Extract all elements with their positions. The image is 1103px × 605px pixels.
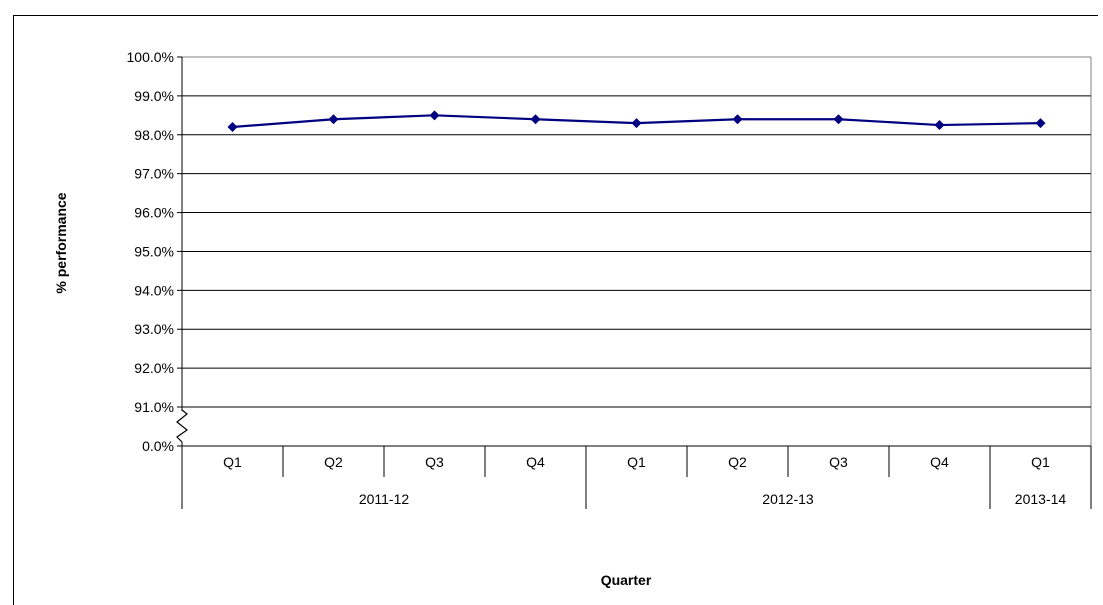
y-tick-label: 99.0% <box>134 88 174 104</box>
x-tick-label: Q3 <box>829 454 848 470</box>
axes <box>174 56 1092 509</box>
y-tick-label: 100.0% <box>127 49 174 65</box>
data-point-marker <box>429 110 440 121</box>
x-tick-label: Q4 <box>930 454 949 470</box>
chart-frame <box>13 15 1098 605</box>
data-point-marker <box>732 114 743 125</box>
x-tick-label: Q2 <box>728 454 747 470</box>
y-tick-label: 92.0% <box>134 360 174 376</box>
gridlines <box>182 56 1092 446</box>
x-tick-labels: Q1 Q2 Q3 Q4 Q1 Q2 Q3 Q4 Q1 2011-12 2012-13 2013-14 <box>223 454 1066 507</box>
y-axis-title: % performance <box>53 192 69 293</box>
y-tick-label: 91.0% <box>134 399 174 415</box>
y-tick-label: 0.0% <box>142 438 174 454</box>
x-group-label: 2013-14 <box>1015 491 1067 507</box>
axis-break-symbol <box>176 409 189 443</box>
y-tick-label: 95.0% <box>134 243 174 259</box>
x-tick-label: Q1 <box>223 454 242 470</box>
data-point-marker <box>631 118 642 129</box>
y-tick-label: 93.0% <box>134 321 174 337</box>
data-point-marker <box>934 120 945 131</box>
x-group-label: 2012-13 <box>762 491 814 507</box>
y-tick-label: 98.0% <box>134 127 174 143</box>
x-tick-label: Q1 <box>627 454 646 470</box>
data-point-marker <box>328 114 339 125</box>
x-tick-label: Q1 <box>1031 454 1050 470</box>
y-tick-label: 94.0% <box>134 282 174 298</box>
x-axis-title: Quarter <box>601 572 652 588</box>
x-tick-label: Q2 <box>324 454 343 470</box>
y-tick-labels: 100.0% 99.0% 98.0% 97.0% 96.0% 95.0% 94.0% 93.0… <box>127 49 174 454</box>
x-group-label: 2011-12 <box>359 491 410 507</box>
y-tick-label: 97.0% <box>134 166 174 182</box>
data-point-marker <box>227 122 238 132</box>
data-point-marker <box>1035 118 1046 129</box>
data-point-marker <box>530 114 541 125</box>
x-tick-label: Q3 <box>425 454 444 470</box>
x-tick-label: Q4 <box>526 454 545 470</box>
data-series <box>227 110 1046 132</box>
y-tick-label: 96.0% <box>134 205 174 221</box>
data-point-marker <box>833 114 844 125</box>
